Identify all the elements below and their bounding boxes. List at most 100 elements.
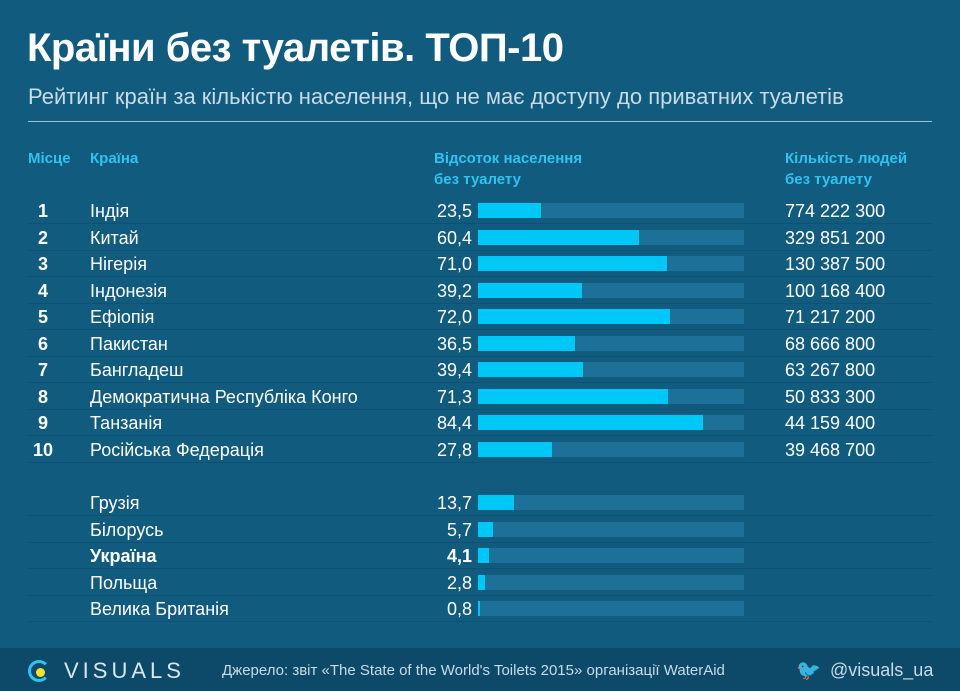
visuals-logo-icon bbox=[28, 660, 50, 682]
table-row: Білорусь 5,7 bbox=[28, 517, 932, 543]
country-label: Україна bbox=[90, 546, 157, 566]
bar bbox=[478, 229, 639, 245]
table-row: 4 Індонезія 39,2 100 168 400 bbox=[28, 278, 932, 304]
percent-label: 13,7 bbox=[436, 493, 472, 513]
percent-label: 39,2 bbox=[436, 280, 472, 301]
table-row: 5 Ефіопія 72,0 71 217 200 bbox=[28, 304, 932, 330]
percent-label: 72,0 bbox=[436, 307, 472, 327]
table-row: Велика Британія 0,8 bbox=[28, 596, 932, 622]
count-label: 39 468 700 bbox=[785, 439, 876, 460]
header-count-line2: без туалету bbox=[785, 171, 872, 188]
percent-label: 71,0 bbox=[436, 254, 472, 274]
table-row: 10 Російська Федерація 27,8 39 468 700 bbox=[28, 437, 932, 463]
bar bbox=[478, 309, 670, 324]
bar bbox=[478, 203, 541, 218]
table-row: Україна 4,1 bbox=[28, 543, 932, 569]
header-percent: Відсоток населення без туалету bbox=[434, 148, 582, 190]
bar bbox=[478, 362, 583, 377]
rank-label: 10 bbox=[32, 439, 54, 460]
country-label: Бангладеш bbox=[90, 360, 184, 380]
bar-track bbox=[478, 601, 744, 616]
table-row: 8 Демократична Республіка Конго 71,3 50 833… bbox=[28, 384, 932, 410]
table-row: 6 Пакистан 36,5 68 666 800 bbox=[28, 331, 932, 357]
table-row: Польща 2,8 bbox=[28, 570, 932, 596]
rank-label: 8 bbox=[37, 386, 48, 407]
footer: VISUALS Джерело: звіт «The State of the … bbox=[0, 648, 960, 691]
bar bbox=[478, 335, 576, 351]
table-row: 2 Китай 60,4 329 851 200 bbox=[28, 225, 932, 251]
count-label: 130 387 500 bbox=[785, 254, 886, 274]
rank-label: 3 bbox=[37, 254, 48, 274]
bar-track bbox=[478, 335, 744, 351]
bar-track bbox=[478, 282, 744, 298]
country-label: Грузія bbox=[90, 493, 140, 513]
country-label: Нігерія bbox=[90, 254, 147, 274]
percent-label: 36,5 bbox=[436, 333, 472, 354]
bar-track bbox=[478, 203, 744, 218]
rank-label: 5 bbox=[37, 307, 48, 327]
count-label: 68 666 800 bbox=[785, 333, 876, 354]
table-row: 7 Бангладеш 39,4 63 267 800 bbox=[28, 357, 932, 383]
bar-track bbox=[478, 388, 744, 404]
header-count: Кількість людей без туалету bbox=[785, 148, 907, 190]
table-row: Грузія 13,7 bbox=[28, 490, 932, 516]
table-row: 3 Нігерія 71,0 130 387 500 bbox=[28, 251, 932, 277]
bar bbox=[478, 521, 494, 537]
count-label: 329 851 200 bbox=[785, 227, 886, 248]
header-percent-line1: Відсоток населення bbox=[434, 150, 583, 167]
bar bbox=[478, 415, 703, 430]
page-title: Країни без туалетів. ТОП-10 bbox=[27, 26, 564, 70]
rank-label: 9 bbox=[37, 413, 48, 433]
percent-label: 5,7 bbox=[446, 519, 472, 540]
header-country: Країна bbox=[90, 150, 139, 167]
bar bbox=[478, 256, 667, 271]
country-label: Індія bbox=[90, 201, 130, 221]
source-note: Джерело: звіт «The State of the World's … bbox=[222, 662, 725, 679]
bar-track bbox=[478, 441, 744, 457]
rank-label: 1 bbox=[37, 201, 48, 221]
country-label: Ефіопія bbox=[90, 307, 155, 327]
table-row: 9 Танзанія 84,4 44 159 400 bbox=[28, 410, 932, 436]
bar bbox=[478, 548, 489, 563]
country-label: Польща bbox=[90, 572, 158, 593]
country-label: Індонезія bbox=[90, 280, 168, 301]
bar-track bbox=[478, 415, 744, 430]
country-label: Російська Федерація bbox=[90, 439, 264, 460]
bar-track bbox=[478, 574, 744, 590]
bar bbox=[478, 601, 481, 616]
header-percent-line2: без туалету bbox=[434, 171, 521, 188]
percent-label: 23,5 bbox=[436, 201, 472, 221]
count-label: 100 168 400 bbox=[785, 280, 886, 301]
rank-label: 4 bbox=[37, 280, 48, 301]
bar-track bbox=[478, 309, 744, 324]
rank-label: 7 bbox=[37, 360, 48, 380]
bar bbox=[478, 495, 515, 510]
country-label: Пакистан bbox=[90, 333, 168, 354]
page-subtitle: Рейтинг країн за кількістю населення, що… bbox=[28, 84, 844, 109]
rank-label: 6 bbox=[37, 333, 48, 354]
bar-track bbox=[478, 362, 744, 377]
header-count-line1: Кількість людей bbox=[785, 150, 908, 167]
divider bbox=[28, 121, 932, 122]
percent-label: 2,8 bbox=[446, 572, 472, 593]
percent-label: 0,8 bbox=[446, 599, 472, 619]
bar-track bbox=[478, 495, 744, 510]
count-label: 50 833 300 bbox=[785, 386, 876, 407]
bar-track bbox=[478, 256, 744, 271]
bar-track bbox=[478, 548, 744, 563]
bar-track bbox=[478, 229, 744, 245]
percent-label: 84,4 bbox=[436, 413, 472, 433]
percent-label: 27,8 bbox=[436, 439, 472, 460]
rank-label: 2 bbox=[37, 227, 48, 248]
bar-track bbox=[478, 521, 744, 537]
count-label: 71 217 200 bbox=[785, 307, 876, 327]
country-label: Китай bbox=[90, 227, 139, 248]
header-rank: Місце bbox=[28, 150, 71, 167]
percent-label: 4,1 bbox=[446, 546, 472, 566]
country-label: Танзанія bbox=[90, 413, 163, 433]
percent-label: 60,4 bbox=[436, 227, 472, 248]
count-label: 44 159 400 bbox=[785, 413, 876, 433]
count-label: 774 222 300 bbox=[785, 201, 886, 221]
twitter-icon: 🐦 bbox=[796, 660, 821, 682]
twitter-handle[interactable]: @visuals_ua bbox=[830, 660, 934, 680]
